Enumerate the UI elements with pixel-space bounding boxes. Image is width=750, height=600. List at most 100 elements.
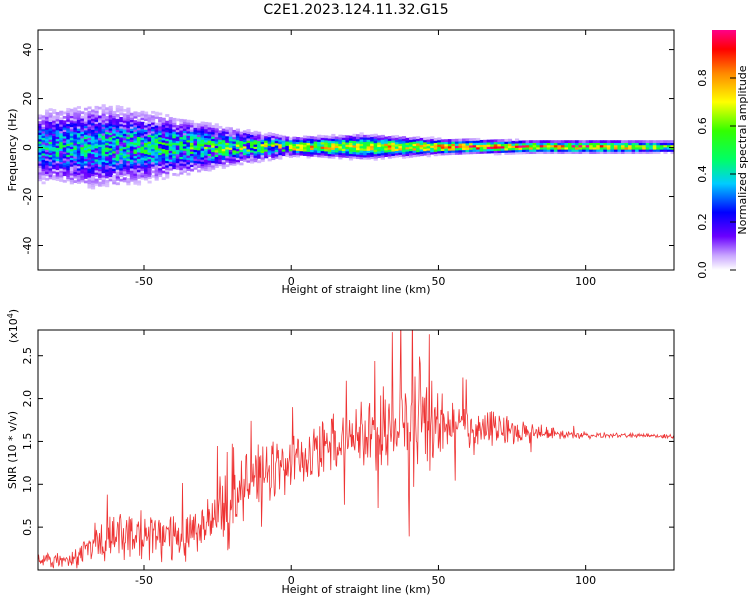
heatmap-cell	[193, 155, 198, 159]
heatmap-cell	[260, 152, 265, 156]
heatmap-cell	[469, 147, 474, 150]
heatmap-cell	[200, 134, 205, 138]
heatmap-cell	[409, 150, 414, 154]
heatmap-cell	[366, 150, 371, 154]
heatmap-cell	[373, 138, 378, 141]
heatmap-cell	[87, 137, 92, 141]
heatmap-cell	[423, 137, 428, 141]
heatmap-cell	[317, 152, 322, 156]
y-tick-label: 0	[21, 144, 34, 151]
heatmap-cell	[543, 151, 548, 155]
heatmap-cell	[108, 114, 113, 118]
y-tick-label: 1.5	[21, 433, 34, 451]
heatmap-cell	[136, 112, 142, 115]
heatmap-cell	[207, 151, 212, 154]
heatmap-cell	[122, 159, 127, 163]
heatmap-cell	[582, 142, 587, 146]
heatmap-cell	[423, 139, 428, 143]
heatmap-cell	[642, 146, 647, 150]
heatmap-cell	[352, 138, 357, 142]
heatmap-cell	[59, 159, 64, 163]
heatmap-cell	[129, 156, 134, 160]
heatmap-cell	[235, 150, 240, 154]
heatmap-cell	[98, 177, 103, 181]
heatmap-cell	[225, 157, 230, 161]
heatmap-cell	[144, 149, 149, 152]
heatmap-cell	[490, 141, 495, 145]
heatmap-cell	[409, 141, 414, 145]
heatmap-cell	[186, 157, 191, 161]
heatmap-cell	[331, 133, 336, 137]
heatmap-cell	[462, 149, 467, 153]
heatmap-cell	[91, 120, 96, 124]
heatmap-cell	[48, 150, 53, 153]
heatmap-cell	[94, 105, 99, 109]
heatmap-cell	[384, 145, 389, 149]
heatmap-cell	[55, 131, 60, 135]
heatmap-cell	[140, 130, 145, 134]
heatmap-cell	[158, 121, 163, 125]
heatmap-cell	[193, 129, 198, 133]
heatmap-cell	[105, 168, 110, 172]
heatmap-cell	[394, 148, 399, 152]
heatmap-cell	[165, 125, 170, 128]
colorbar: 0.00.20.40.60.8 Normalized spectral ampl…	[696, 30, 749, 279]
heatmap-cell	[87, 174, 92, 178]
heatmap-cell	[45, 116, 50, 119]
heatmap-cell	[38, 151, 43, 155]
heatmap-cell	[59, 161, 64, 165]
heatmap-cell	[45, 166, 50, 170]
heatmap-cell	[271, 135, 276, 139]
heatmap-cell	[161, 130, 166, 134]
heatmap-cell	[380, 148, 385, 151]
heatmap-cell	[303, 153, 308, 156]
heatmap-cell	[186, 144, 191, 147]
heatmap-cell	[52, 128, 57, 132]
heatmap-cell	[73, 171, 78, 175]
x-tick-label: -50	[135, 275, 153, 288]
heatmap-cell	[306, 153, 311, 157]
heatmap-cell	[419, 153, 424, 157]
heatmap-cell	[94, 110, 99, 114]
x-tick-label: 0	[288, 275, 295, 288]
heatmap-cell	[161, 177, 166, 181]
heatmap-cell	[175, 127, 180, 131]
chart-title: C2E1.2023.124.11.32.G15	[263, 2, 448, 18]
heatmap-cell	[306, 144, 311, 148]
heatmap-cell	[232, 162, 237, 166]
heatmap-cell	[151, 143, 156, 147]
heatmap-cell	[550, 151, 555, 155]
heatmap-cell	[666, 140, 672, 144]
heatmap-cell	[246, 135, 251, 139]
heatmap-cell	[366, 137, 371, 140]
heatmap-cell	[112, 161, 117, 165]
heatmap-cell	[228, 127, 233, 131]
heatmap-cell	[271, 137, 276, 141]
heatmap-cell	[197, 138, 202, 142]
heatmap-cell	[91, 118, 96, 122]
heatmap-cell	[105, 144, 110, 148]
heatmap-cell	[140, 172, 145, 176]
heatmap-cell	[108, 130, 113, 133]
heatmap-cell	[87, 159, 92, 163]
heatmap-cell	[235, 139, 240, 143]
heatmap-cell	[398, 149, 403, 153]
heatmap-cell	[483, 148, 488, 152]
heatmap-cell	[225, 164, 230, 168]
heatmap-cell	[73, 164, 78, 168]
heatmap-cell	[582, 144, 587, 148]
heatmap-cell	[147, 127, 152, 131]
heatmap-cell	[204, 121, 209, 125]
heatmap-cell	[38, 129, 43, 133]
heatmap-cell	[543, 146, 548, 150]
heatmap-cell	[112, 113, 117, 117]
heatmap-cell	[295, 139, 301, 143]
heatmap-cell	[48, 143, 53, 147]
heatmap-cell	[366, 156, 371, 160]
heatmap-cell	[218, 125, 223, 129]
heatmap-cell	[87, 117, 92, 121]
heatmap-cell	[76, 167, 81, 171]
heatmap-cell	[151, 159, 156, 163]
heatmap-cell	[444, 150, 449, 154]
heatmap-cell	[416, 151, 421, 155]
